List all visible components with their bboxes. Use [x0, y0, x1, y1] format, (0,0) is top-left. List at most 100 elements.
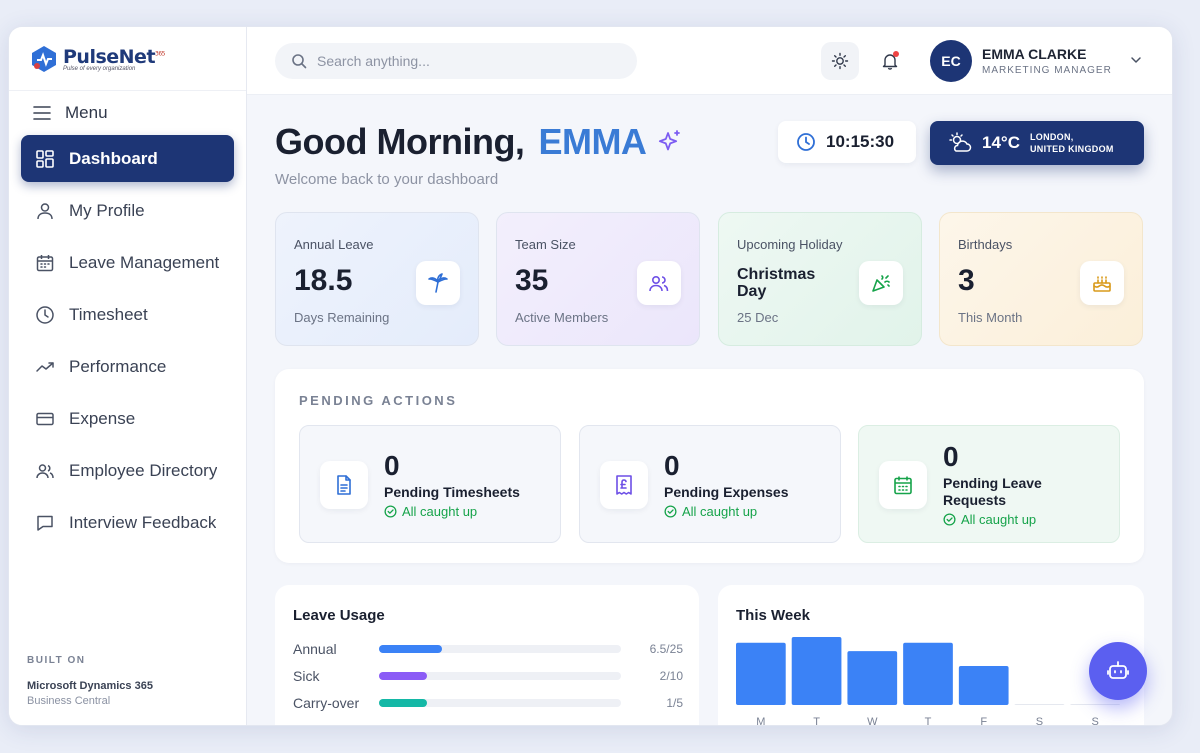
leave-row-sick: Sick 2/10: [293, 666, 683, 686]
user-name: EMMA CLARKE: [982, 46, 1087, 62]
leave-row-carry-over: Carry-over 1/5: [293, 693, 683, 713]
this-week-title: This Week: [736, 607, 810, 624]
sidebar-item-timesheet[interactable]: Timesheet: [21, 291, 234, 338]
leave-bar: [379, 699, 428, 707]
chart-tick-label: S: [1091, 716, 1098, 726]
sidebar-item-dashboard[interactable]: Dashboard: [21, 135, 234, 182]
pending-expenses-card[interactable]: 0 Pending Expenses All caught up: [579, 425, 841, 543]
chart-tick-label: F: [980, 716, 987, 726]
search-icon: [292, 54, 307, 69]
sparkles-icon: [659, 130, 681, 151]
stat-sub: 25 Dec: [737, 310, 779, 325]
sidebar-item-performance[interactable]: Performance: [21, 343, 234, 390]
greeting-text: Good Morning,: [275, 121, 525, 162]
leave-name: Carry-over: [293, 695, 360, 711]
hamburger-icon: [33, 106, 51, 120]
chat-icon: [37, 515, 53, 531]
greeting-name: EMMA: [538, 121, 647, 162]
document-icon: [320, 461, 368, 509]
users-icon: [36, 463, 54, 478]
sidebar-item-label: Expense: [69, 408, 136, 428]
assistant-bot-button[interactable]: [1089, 642, 1147, 700]
pending-label: Pending Expenses: [664, 484, 789, 500]
sidebar-item-expense[interactable]: Expense: [21, 395, 234, 442]
pending-leave-requests-card[interactable]: 0 Pending Leave Requests All caught up: [858, 425, 1120, 543]
chart-bar: [958, 666, 1009, 705]
leave-value: 1/5: [666, 696, 683, 710]
stat-value: 3: [958, 264, 975, 297]
theme-toggle-button[interactable]: [821, 42, 859, 80]
main-content: Good Morning, EMMA Welcome back to your …: [247, 95, 1172, 725]
notifications-button[interactable]: [871, 42, 909, 80]
sidebar-item-interview-feedback[interactable]: Interview Feedback: [21, 499, 234, 546]
brand[interactable]: PulseNet365 Pulse of every organization: [9, 27, 246, 91]
leave-track: [379, 672, 621, 680]
receipt-pound-icon: [600, 461, 648, 509]
leave-name: Sick: [293, 668, 320, 684]
chevron-down-icon[interactable]: [1129, 53, 1143, 67]
party-popper-icon: [859, 261, 903, 305]
sidebar-item-employee-directory[interactable]: Employee Directory: [21, 447, 234, 494]
weather-city: LONDON,: [1029, 132, 1074, 142]
clock-icon: [36, 305, 54, 324]
clock-icon: [797, 133, 815, 151]
leave-bar: [379, 672, 428, 680]
stat-sub: Active Members: [515, 310, 609, 325]
pending-timesheets-card[interactable]: 0 Pending Timesheets All caught up: [299, 425, 561, 543]
this-week-card: This Week M T W T F S S: [718, 585, 1144, 726]
leave-row-annual: Annual 6.5/25: [293, 639, 683, 659]
leave-track: [379, 699, 621, 707]
built-on-product: Microsoft Dynamics 365: [27, 680, 153, 692]
calendar-icon: [36, 254, 54, 271]
brand-tagline: Pulse of every organization: [63, 65, 136, 72]
weather-widget: 14°C LONDON, UNITED KINGDOM: [930, 121, 1144, 165]
trend-icon: [36, 361, 54, 372]
partly-cloudy-icon: [949, 132, 972, 152]
stat-card-annual-leave[interactable]: Annual Leave 18.5 Days Remaining: [275, 212, 479, 346]
weather-location: LONDON, UNITED KINGDOM: [1030, 131, 1114, 155]
sidebar-item-my-profile[interactable]: My Profile: [21, 187, 234, 234]
leave-bar: [379, 645, 442, 653]
weather-temperature: 14°C: [982, 133, 1020, 152]
user-icon: [37, 202, 53, 219]
sidebar-item-leave-management[interactable]: Leave Management: [21, 239, 234, 286]
sun-icon: [831, 52, 849, 70]
bell-icon: [882, 54, 898, 70]
chart-bar: [1070, 704, 1120, 705]
clock-time: 10:15:30: [826, 132, 895, 151]
search-input[interactable]: [317, 53, 617, 69]
pending-status: All caught up: [682, 504, 758, 519]
sidebar-item-label: Performance: [69, 356, 167, 376]
grid-icon: [36, 149, 54, 168]
stat-card-upcoming-holiday[interactable]: Upcoming Holiday Christmas Day 25 Dec: [718, 212, 922, 346]
app-window: PulseNet365 Pulse of every organization …: [8, 26, 1173, 726]
pending-label: Pending Leave Requests: [943, 475, 1042, 508]
chart-tick-label: M: [756, 716, 765, 726]
palm-tree-icon: [416, 261, 460, 305]
sidebar-item-label: My Profile: [69, 200, 145, 220]
search-box[interactable]: [275, 43, 637, 79]
sidebar-item-label: Interview Feedback: [69, 512, 217, 532]
chart-bar: [1014, 704, 1065, 705]
pending-count: 0: [943, 441, 959, 472]
brand-suffix: 365: [155, 50, 165, 58]
top-bar: EC EMMA CLARKE MARKETING MANAGER: [247, 27, 1172, 95]
sidebar: PulseNet365 Pulse of every organization …: [9, 27, 247, 725]
card-icon: [36, 412, 54, 425]
sidebar-item-label: Leave Management: [69, 252, 220, 272]
stat-card-birthdays[interactable]: Birthdays 3 This Month: [939, 212, 1143, 346]
pending-label: Pending Timesheets: [384, 484, 520, 500]
pending-actions-title: PENDING ACTIONS: [299, 393, 458, 408]
built-on-edition: Business Central: [27, 695, 111, 707]
menu-label: Menu: [65, 103, 108, 122]
sidebar-item-label: Dashboard: [69, 148, 158, 168]
chart-bar: [736, 642, 786, 705]
menu-toggle[interactable]: Menu: [9, 91, 246, 135]
chart-bar: [791, 637, 842, 705]
stat-label: Annual Leave: [294, 237, 374, 252]
stat-value: 18.5: [294, 264, 353, 297]
stat-sub: Days Remaining: [294, 310, 390, 325]
stat-card-team-size[interactable]: Team Size 35 Active Members: [496, 212, 700, 346]
avatar[interactable]: EC: [930, 40, 972, 82]
